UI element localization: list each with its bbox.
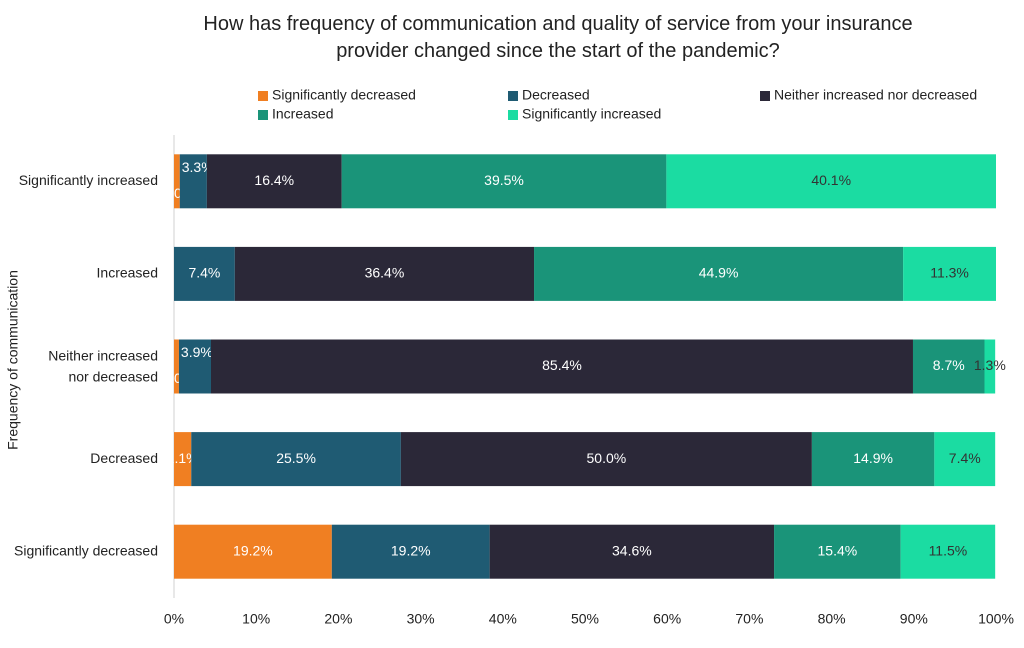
legend-label: Increased <box>272 106 333 122</box>
bar-segment <box>903 246 996 301</box>
x-tick-label: 60% <box>653 611 681 627</box>
x-tick-label: 40% <box>489 611 517 627</box>
y-tick-label: Increased <box>97 265 158 281</box>
bar-segment <box>912 339 985 394</box>
value-label: 2.1% <box>167 450 199 466</box>
value-label: 8.7% <box>933 357 965 373</box>
bar-segment <box>191 432 401 487</box>
y-tick-label: Decreased <box>90 450 158 466</box>
bar-segment <box>934 432 996 487</box>
bar-segment <box>174 339 179 394</box>
bar-segment <box>774 524 901 579</box>
value-label: 3.9% <box>181 344 213 360</box>
legend-label: Significantly decreased <box>272 87 416 103</box>
x-tick-label: 10% <box>242 611 270 627</box>
bar-segment <box>210 339 913 394</box>
value-label: 15.4% <box>818 542 858 558</box>
value-label: 85.4% <box>542 357 582 373</box>
x-tick-label: 50% <box>571 611 599 627</box>
bar-segment <box>534 246 904 301</box>
x-tick-label: 0% <box>164 611 184 627</box>
bar-segment <box>489 524 775 579</box>
y-axis-label: Frequency of communication <box>5 270 21 450</box>
value-label: 11.3% <box>930 265 969 281</box>
x-tick-label: 100% <box>978 611 1014 627</box>
value-label: 19.2% <box>391 542 431 558</box>
bar-segment <box>666 154 996 209</box>
bar-segment <box>400 432 812 487</box>
value-label: 7.4% <box>949 450 981 466</box>
x-tick-label: 30% <box>407 611 435 627</box>
x-tick-label: 70% <box>735 611 763 627</box>
legend-swatch <box>508 91 518 101</box>
bar-segment <box>179 154 207 209</box>
legend-label: Neither increased nor decreased <box>774 87 977 103</box>
legend-swatch <box>508 110 518 120</box>
legend-label: Significantly increased <box>522 106 661 122</box>
legend-swatch <box>760 91 770 101</box>
value-label: 7.4% <box>188 265 220 281</box>
x-tick-label: 20% <box>324 611 352 627</box>
value-label: 39.5% <box>484 172 524 188</box>
chart-title: How has frequency of communication and q… <box>203 13 912 62</box>
x-tick-label: 90% <box>900 611 928 627</box>
value-label: 50.0% <box>587 450 627 466</box>
bar-segment <box>174 246 235 301</box>
y-tick-label: Neither increased nor decreased <box>48 347 158 384</box>
x-tick-label: 80% <box>818 611 846 627</box>
value-label: 14.9% <box>853 450 893 466</box>
y-tick-label: Significantly decreased <box>14 542 158 558</box>
bar-segment <box>331 524 490 579</box>
value-label: 36.4% <box>365 265 405 281</box>
value-label: 19.2% <box>233 542 273 558</box>
value-label: 16.4% <box>254 172 294 188</box>
bar-segment <box>984 339 996 394</box>
bar-segment <box>811 432 935 487</box>
value-label: 40.1% <box>811 172 851 188</box>
bar-segment <box>234 246 535 301</box>
bar-segment <box>900 524 996 579</box>
bar-segment <box>178 339 211 394</box>
legend-swatch <box>258 110 268 120</box>
bar-segment <box>206 154 342 209</box>
value-label: 44.9% <box>699 265 739 281</box>
legend-swatch <box>258 91 268 101</box>
value-label: 11.5% <box>929 542 968 558</box>
bar-segment <box>341 154 667 209</box>
value-label: 3.3% <box>182 159 214 175</box>
bar-segment <box>174 432 192 487</box>
bar-segment <box>174 154 180 209</box>
value-label: 25.5% <box>276 450 316 466</box>
value-label: 1.3% <box>974 357 1006 373</box>
legend-label: Decreased <box>522 87 590 103</box>
y-tick-label: Significantly increased <box>19 172 158 188</box>
bar-segment <box>174 524 332 579</box>
value-label: 34.6% <box>612 542 652 558</box>
